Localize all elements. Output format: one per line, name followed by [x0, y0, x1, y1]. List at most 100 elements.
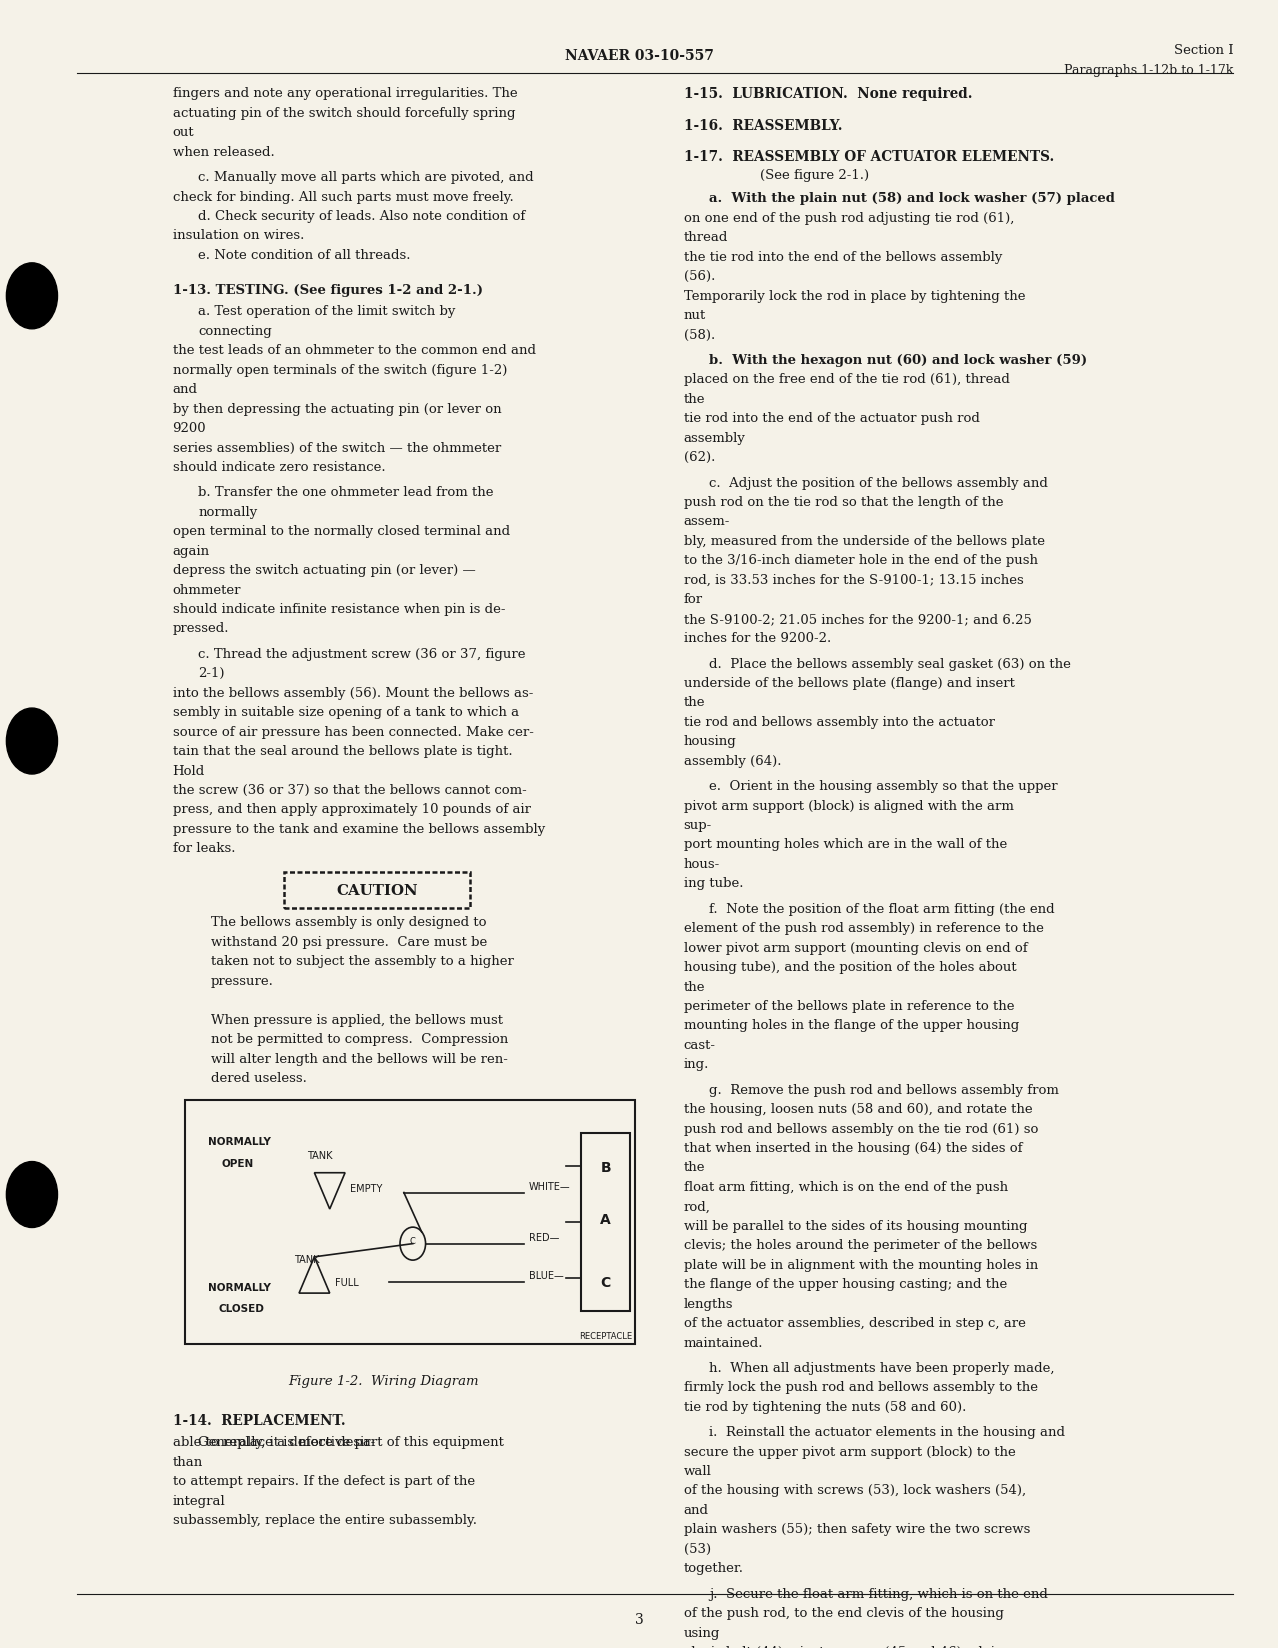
Text: not be permitted to compress.  Compression: not be permitted to compress. Compressio…	[211, 1032, 509, 1045]
Text: withstand 20 psi pressure.  Care must be: withstand 20 psi pressure. Care must be	[211, 934, 487, 948]
Text: together.: together.	[684, 1561, 744, 1574]
Text: RECEPTACLE: RECEPTACLE	[579, 1332, 633, 1340]
Text: ing tube.: ing tube.	[684, 877, 744, 890]
Text: tie rod and bellows assembly into the actuator: tie rod and bellows assembly into the ac…	[684, 715, 994, 728]
Text: the tie rod into the end of the bellows assembly: the tie rod into the end of the bellows …	[684, 250, 1002, 264]
Text: to the 3/16-inch diameter hole in the end of the push: to the 3/16-inch diameter hole in the en…	[684, 554, 1038, 567]
Text: into the bellows assembly (56). Mount the bellows as-: into the bellows assembly (56). Mount th…	[173, 686, 533, 699]
Text: actuating pin of the switch should forcefully spring: actuating pin of the switch should force…	[173, 107, 515, 120]
Text: pressure to the tank and examine the bellows assembly: pressure to the tank and examine the bel…	[173, 822, 544, 836]
Text: d.  Place the bellows assembly seal gasket (63) on the: d. Place the bellows assembly seal gaske…	[709, 658, 1071, 671]
Text: a.  With the plain nut (58) and lock washer (57) placed: a. With the plain nut (58) and lock wash…	[709, 193, 1116, 206]
Text: CLOSED: CLOSED	[219, 1304, 265, 1313]
Text: maintained.: maintained.	[684, 1337, 763, 1348]
Text: Paragraphs 1-12b to 1-17k: Paragraphs 1-12b to 1-17k	[1063, 64, 1233, 77]
Text: housing tube), and the position of the holes about: housing tube), and the position of the h…	[684, 961, 1016, 974]
Text: BLUE—: BLUE—	[529, 1271, 564, 1280]
Text: B: B	[601, 1160, 611, 1173]
Text: EMPTY: EMPTY	[350, 1183, 382, 1193]
Text: placed on the free end of the tie rod (61), thread: placed on the free end of the tie rod (6…	[684, 372, 1010, 386]
Text: the: the	[684, 695, 705, 709]
Text: sup-: sup-	[684, 819, 712, 832]
Text: should indicate zero resistance.: should indicate zero resistance.	[173, 461, 385, 473]
Text: depress the switch actuating pin (or lever) —: depress the switch actuating pin (or lev…	[173, 564, 475, 577]
Text: TANK: TANK	[294, 1254, 320, 1264]
Text: (See figure 2-1.): (See figure 2-1.)	[760, 170, 869, 181]
Text: of the push rod, to the end clevis of the housing: of the push rod, to the end clevis of th…	[684, 1607, 1003, 1618]
Text: rod,: rod,	[684, 1200, 711, 1213]
Text: 1-13. TESTING. (See figures 1-2 and 2-1.): 1-13. TESTING. (See figures 1-2 and 2-1.…	[173, 283, 483, 297]
Text: Figure 1-2.  Wiring Diagram: Figure 1-2. Wiring Diagram	[288, 1374, 479, 1388]
Text: housing: housing	[684, 735, 736, 748]
Text: pivot arm support (block) is aligned with the arm: pivot arm support (block) is aligned wit…	[684, 799, 1013, 812]
Text: Section I: Section I	[1173, 43, 1233, 56]
Text: when released.: when released.	[173, 145, 275, 158]
Text: secure the upper pivot arm support (block) to the: secure the upper pivot arm support (bloc…	[684, 1445, 1016, 1458]
Text: open terminal to the normally closed terminal and: open terminal to the normally closed ter…	[173, 526, 510, 537]
Text: thread: thread	[684, 231, 728, 244]
Text: b.  With the hexagon nut (60) and lock washer (59): b. With the hexagon nut (60) and lock wa…	[709, 354, 1088, 368]
Text: will be parallel to the sides of its housing mounting: will be parallel to the sides of its hou…	[684, 1220, 1028, 1233]
Text: 2-1): 2-1)	[198, 667, 225, 681]
Text: WHITE—: WHITE—	[529, 1182, 571, 1192]
Text: will alter length and the bellows will be ren-: will alter length and the bellows will b…	[211, 1051, 507, 1065]
Text: dered useless.: dered useless.	[211, 1071, 307, 1084]
Text: for leaks.: for leaks.	[173, 842, 235, 855]
Text: assembly (64).: assembly (64).	[684, 755, 781, 768]
Text: the: the	[684, 981, 705, 994]
Text: clevis bolt (44), pivot spacers (45 and 46), plain: clevis bolt (44), pivot spacers (45 and …	[684, 1645, 1003, 1648]
Text: and: and	[173, 382, 198, 396]
Text: CAUTION: CAUTION	[336, 883, 418, 898]
Text: by then depressing the actuating pin (or lever on: by then depressing the actuating pin (or…	[173, 402, 501, 415]
Text: plate will be in alignment with the mounting holes in: plate will be in alignment with the moun…	[684, 1257, 1038, 1271]
Text: RED—: RED—	[529, 1233, 560, 1243]
Text: firmly lock the push rod and bellows assembly to the: firmly lock the push rod and bellows ass…	[684, 1381, 1038, 1394]
Text: clevis; the holes around the perimeter of the bellows: clevis; the holes around the perimeter o…	[684, 1239, 1036, 1251]
Text: push rod and bellows assembly on the tie rod (61) so: push rod and bellows assembly on the tie…	[684, 1122, 1038, 1135]
Text: pressed.: pressed.	[173, 623, 229, 634]
Text: nut: nut	[684, 310, 705, 321]
Text: source of air pressure has been connected. Make cer-: source of air pressure has been connecte…	[173, 725, 533, 738]
Text: 1-16.  REASSEMBLY.: 1-16. REASSEMBLY.	[684, 119, 842, 132]
Circle shape	[6, 1162, 58, 1228]
Text: bly, measured from the underside of the bellows plate: bly, measured from the underside of the …	[684, 534, 1044, 547]
Text: When pressure is applied, the bellows must: When pressure is applied, the bellows mu…	[211, 1014, 502, 1027]
Text: rod, is 33.53 inches for the S-9100-1; 13.15 inches: rod, is 33.53 inches for the S-9100-1; 1…	[684, 574, 1024, 587]
Text: pressure.: pressure.	[211, 974, 273, 987]
Text: 1-15.  LUBRICATION.  None required.: 1-15. LUBRICATION. None required.	[684, 87, 973, 101]
Text: tain that the seal around the bellows plate is tight.: tain that the seal around the bellows pl…	[173, 745, 512, 758]
Text: c.  Adjust the position of the bellows assembly and: c. Adjust the position of the bellows as…	[709, 476, 1048, 489]
Text: NORMALLY: NORMALLY	[208, 1137, 271, 1147]
Text: c. Manually move all parts which are pivoted, and: c. Manually move all parts which are piv…	[198, 171, 534, 185]
Text: assembly: assembly	[684, 432, 745, 445]
Text: wall: wall	[684, 1463, 712, 1477]
Text: 1-14.  REPLACEMENT.: 1-14. REPLACEMENT.	[173, 1412, 345, 1427]
Text: hous-: hous-	[684, 857, 720, 870]
Text: Generally, it is more desir-: Generally, it is more desir-	[198, 1435, 376, 1449]
Circle shape	[6, 264, 58, 330]
Text: e. Note condition of all threads.: e. Note condition of all threads.	[198, 249, 410, 262]
Text: (58).: (58).	[684, 328, 714, 341]
Bar	[581, 1134, 630, 1312]
Text: f.  Note the position of the float arm fitting (the end: f. Note the position of the float arm fi…	[709, 901, 1054, 915]
Text: OPEN: OPEN	[221, 1159, 253, 1168]
Text: Temporarily lock the rod in place by tightening the: Temporarily lock the rod in place by tig…	[684, 290, 1025, 303]
Text: lengths: lengths	[684, 1297, 734, 1310]
Text: plain washers (55); then safety wire the two screws: plain washers (55); then safety wire the…	[684, 1523, 1030, 1536]
Text: (53): (53)	[684, 1543, 711, 1556]
Text: e.  Orient in the housing assembly so that the upper: e. Orient in the housing assembly so tha…	[709, 780, 1058, 793]
Text: (62).: (62).	[684, 452, 716, 465]
Text: should indicate infinite resistance when pin is de-: should indicate infinite resistance when…	[173, 603, 505, 616]
Circle shape	[6, 709, 58, 775]
Text: underside of the bellows plate (flange) and insert: underside of the bellows plate (flange) …	[684, 677, 1015, 689]
Text: a. Test operation of the limit switch by: a. Test operation of the limit switch by	[198, 305, 455, 318]
Text: The bellows assembly is only designed to: The bellows assembly is only designed to	[211, 916, 487, 929]
Text: NAVAER 03-10-557: NAVAER 03-10-557	[565, 48, 713, 63]
Text: b. Transfer the one ohmmeter lead from the: b. Transfer the one ohmmeter lead from t…	[198, 486, 493, 499]
Text: tie rod by tightening the nuts (58 and 60).: tie rod by tightening the nuts (58 and 6…	[684, 1401, 966, 1412]
Text: NORMALLY: NORMALLY	[208, 1282, 271, 1292]
Text: FULL: FULL	[335, 1277, 359, 1287]
Text: press, and then apply approximately 10 pounds of air: press, and then apply approximately 10 p…	[173, 803, 530, 816]
Text: the test leads of an ohmmeter to the common end and: the test leads of an ohmmeter to the com…	[173, 344, 535, 358]
Text: 1-17.  REASSEMBLY OF ACTUATOR ELEMENTS.: 1-17. REASSEMBLY OF ACTUATOR ELEMENTS.	[684, 150, 1054, 163]
